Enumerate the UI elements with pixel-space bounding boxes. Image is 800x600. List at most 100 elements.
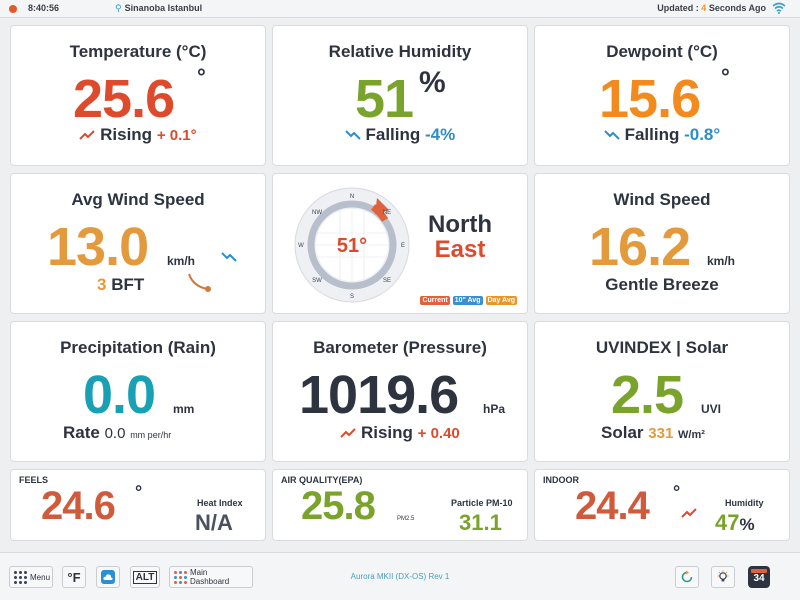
legend-day-avg: Day Avg (485, 296, 517, 305)
top-status-bar: 8:40:56 ⚲ Sinanoba Istanbul Updated : 4 S… (0, 0, 800, 18)
wind-speed-unit: km/h (707, 254, 736, 268)
calendar-day: 34 (753, 573, 765, 584)
uv-unit: UVI (701, 402, 722, 416)
status-dot-icon (9, 5, 17, 13)
solar-value: 331 (648, 425, 674, 442)
avg-wind-card[interactable]: Avg Wind Speed 13.0 km/h 3 BFT (10, 173, 266, 314)
rain-unit: mm (173, 402, 195, 416)
temperature-unit: ° (197, 64, 206, 89)
clock: 8:40:56 (28, 3, 60, 13)
pressure-card[interactable]: Barometer (Pressure) 1019.6 hPa Rising +… (272, 321, 528, 462)
avg-wind-title: Avg Wind Speed (71, 190, 205, 209)
pm25-unit: PM2.5 (397, 516, 415, 522)
pressure-trend-label: Rising (360, 423, 413, 442)
wind-vane-icon (188, 273, 211, 292)
temperature-trend: Rising + 0.1° (11, 125, 265, 145)
air-quality-card[interactable]: AIR QUALITY(EPA) 25.8 PM2.5 Particle PM-… (272, 469, 528, 541)
trend-down-icon (345, 130, 361, 140)
humidity-card[interactable]: Relative Humidity 51 % Falling -4% (272, 25, 528, 166)
dashboard-grid-icon (174, 570, 187, 584)
pressure-unit: hPa (483, 402, 506, 416)
avg-wind-value: 13.0 (47, 217, 149, 277)
feels-title: FEELS (19, 475, 49, 485)
dewpoint-trend-value: -0.8° (684, 125, 721, 144)
calendar-icon-header (751, 569, 767, 573)
avg-wind-unit: km/h (167, 254, 196, 268)
lightbulb-icon (717, 570, 729, 582)
solar-unit: W/m² (678, 429, 705, 441)
location-label: Sinanoba Istanbul (124, 3, 203, 13)
temperature-title: Temperature (°C) (69, 42, 207, 61)
pressure-trend: Rising + 0.40 (273, 423, 527, 443)
unit-toggle-button[interactable]: °F (62, 566, 86, 588)
beaufort-label: BFT (111, 275, 145, 294)
cardinal-w: W (298, 243, 304, 249)
cardinal-sw: SW (312, 278, 322, 284)
temperature-value: 25.6 (73, 69, 175, 129)
humidity-trend-value: -4% (425, 125, 456, 144)
legend-current: Current (420, 296, 450, 305)
humidity-trend-label: Falling (365, 125, 421, 144)
temperature-trend-label: Rising (100, 125, 153, 144)
dewpoint-value: 15.6 (599, 69, 701, 129)
cardinal-ne: NE (383, 210, 391, 216)
beaufort-value: 3 (97, 275, 107, 294)
solar-radiation: Solar 331 W/m² (601, 423, 705, 443)
main-dashboard-label: Main Dashboard (190, 568, 230, 586)
indoor-temp-value: 24.4 (575, 484, 650, 528)
calendar-button[interactable]: 34 (748, 566, 770, 588)
trend-up-icon (340, 428, 356, 438)
main-dashboard-button[interactable]: Main Dashboard (169, 566, 253, 588)
humidity-trend: Falling -4% (273, 125, 527, 145)
menu-button[interactable]: Menu (9, 566, 53, 588)
trend-down-icon (221, 252, 237, 262)
beaufort: 3 BFT (97, 275, 144, 295)
legend-10min-avg: 10" Avg (452, 296, 483, 305)
temperature-trend-value: + 0.1° (156, 127, 197, 144)
indoor-card[interactable]: INDOOR 24.4 ° Humidity 47% (534, 469, 790, 541)
air-quality-title: AIR QUALITY(EPA) (281, 475, 363, 485)
refresh-button[interactable] (675, 566, 699, 588)
temperature-card[interactable]: Temperature (°C) 25.6 ° Rising + 0.1° (10, 25, 266, 166)
indoor-temp-unit: ° (673, 482, 680, 502)
humidity-unit: % (419, 66, 446, 99)
pressure-value: 1019.6 (299, 365, 459, 425)
dewpoint-title: Dewpoint (°C) (606, 42, 718, 61)
pm10-value: 31.1 (459, 510, 502, 535)
indoor-humidity: 47% (715, 510, 755, 536)
weather-source-button[interactable] (96, 566, 120, 588)
alt-label: ALT (132, 570, 158, 584)
uv-solar-card[interactable]: UVINDEX | Solar 2.5 UVI Solar 331 W/m² (534, 321, 790, 462)
rain-card[interactable]: Precipitation (Rain) 0.0 mm Rate 0.0 mm … (10, 321, 266, 462)
update-seconds: 4 (701, 3, 707, 13)
wind-direction-text: North East (423, 212, 497, 262)
menu-label: Menu (30, 572, 51, 582)
trend-down-icon (604, 130, 620, 140)
alt-view-button[interactable]: ALT (130, 566, 160, 588)
location: ⚲ Sinanoba Istanbul (115, 3, 202, 14)
dewpoint-card[interactable]: Dewpoint (°C) 15.6 ° Falling -0.8° (534, 25, 790, 166)
solar-label: Solar (601, 423, 644, 442)
heat-index-label: Heat Index (197, 498, 243, 508)
rain-rate-unit: mm per/hr (130, 430, 172, 440)
brightness-button[interactable] (711, 566, 735, 588)
wind-direction-line2: East (434, 236, 486, 263)
pressure-trend-value: + 0.40 (417, 425, 460, 442)
wind-speed-value: 16.2 (589, 217, 691, 277)
feels-card[interactable]: FEELS 24.6 ° Heat Index N/A (10, 469, 266, 541)
menu-grid-icon (14, 570, 27, 584)
cardinal-s: S (350, 294, 354, 300)
wind-direction-pointer (375, 198, 389, 214)
cardinal-nw: NW (312, 210, 322, 216)
wind-direction-card[interactable]: N NE E SE S SW W NW 51° North East Curre… (272, 173, 528, 314)
cloud-icon (101, 570, 115, 584)
uv-value: 2.5 (611, 365, 684, 425)
update-suffix: Seconds Ago (708, 3, 766, 13)
update-status: Updated : 4 Seconds Ago (657, 3, 766, 13)
wind-speed-card[interactable]: Wind Speed 16.2 km/h Gentle Breeze (534, 173, 790, 314)
rain-title: Precipitation (Rain) (60, 338, 216, 357)
wind-speed-title: Wind Speed (613, 190, 711, 209)
version-label: Aurora MKII (DX-OS) Rev 1 (350, 572, 450, 581)
refresh-icon (681, 570, 693, 583)
heat-index-value: N/A (195, 510, 233, 535)
